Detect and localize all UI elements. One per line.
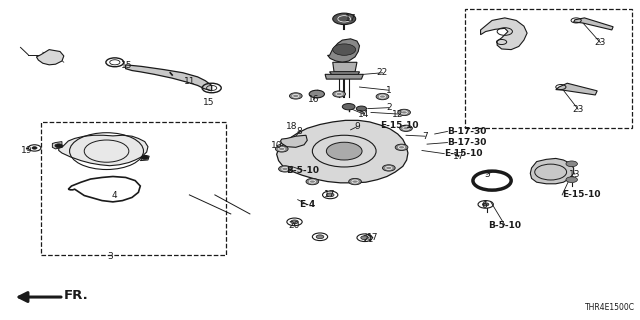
Text: 11: 11: [184, 77, 195, 86]
Circle shape: [333, 44, 356, 55]
Text: FR.: FR.: [64, 289, 88, 302]
Text: B-5-10: B-5-10: [285, 166, 319, 175]
Text: 23: 23: [572, 105, 584, 114]
Circle shape: [333, 13, 356, 25]
Circle shape: [32, 147, 37, 149]
Polygon shape: [59, 135, 148, 166]
Bar: [465, 9, 632, 128]
Text: E-15-10: E-15-10: [562, 190, 601, 199]
Text: 10: 10: [271, 141, 282, 150]
Bar: [41, 122, 226, 255]
Text: 21: 21: [362, 235, 374, 244]
Circle shape: [566, 177, 577, 182]
Text: 18: 18: [285, 122, 297, 131]
Text: 1: 1: [386, 86, 392, 95]
Circle shape: [306, 178, 319, 185]
Circle shape: [316, 235, 324, 239]
Text: 17: 17: [345, 14, 356, 23]
Circle shape: [483, 203, 489, 206]
Text: 15: 15: [120, 61, 132, 70]
Text: 15: 15: [204, 99, 215, 108]
Text: 16: 16: [308, 95, 319, 104]
Text: 14: 14: [358, 109, 369, 118]
Circle shape: [278, 166, 291, 172]
Text: 17: 17: [453, 152, 465, 161]
Text: 22: 22: [377, 68, 388, 77]
Circle shape: [141, 156, 148, 159]
Polygon shape: [276, 120, 408, 183]
Circle shape: [326, 142, 362, 160]
Text: 3: 3: [107, 252, 113, 261]
Text: 20: 20: [289, 220, 300, 229]
Polygon shape: [556, 83, 597, 95]
Polygon shape: [330, 72, 360, 74]
Text: E-15-10: E-15-10: [444, 149, 483, 158]
Polygon shape: [481, 18, 527, 50]
Text: B-5-10: B-5-10: [488, 220, 522, 229]
Polygon shape: [328, 39, 360, 62]
Text: B-17-30: B-17-30: [447, 127, 487, 136]
Polygon shape: [280, 135, 307, 147]
Polygon shape: [36, 50, 64, 65]
Text: 12: 12: [392, 109, 403, 118]
Circle shape: [397, 109, 410, 116]
Text: 13: 13: [569, 170, 580, 179]
Text: 2: 2: [386, 103, 392, 112]
Text: E-4: E-4: [299, 200, 316, 209]
Polygon shape: [333, 62, 357, 72]
Text: 6: 6: [481, 202, 487, 211]
Text: 8: 8: [297, 127, 303, 136]
Circle shape: [383, 165, 395, 171]
Circle shape: [309, 90, 324, 98]
Text: 9: 9: [354, 122, 360, 131]
Text: 17: 17: [367, 233, 379, 242]
Polygon shape: [531, 158, 573, 184]
Text: 17: 17: [324, 190, 336, 199]
Text: B-17-30: B-17-30: [447, 138, 487, 147]
Circle shape: [395, 144, 408, 150]
Polygon shape: [125, 65, 212, 91]
Circle shape: [275, 146, 288, 152]
Text: 5: 5: [484, 170, 490, 179]
Text: 7: 7: [422, 132, 428, 141]
Circle shape: [55, 144, 63, 148]
Circle shape: [326, 193, 334, 197]
Circle shape: [291, 220, 298, 224]
Polygon shape: [573, 18, 613, 30]
Circle shape: [289, 93, 302, 99]
Circle shape: [566, 161, 577, 167]
Polygon shape: [140, 155, 149, 161]
Text: 4: 4: [112, 191, 118, 200]
Text: 19: 19: [21, 146, 33, 155]
Circle shape: [356, 106, 367, 111]
Polygon shape: [325, 74, 364, 79]
Text: E-15-10: E-15-10: [381, 121, 419, 130]
Circle shape: [399, 125, 412, 132]
Circle shape: [349, 178, 362, 185]
Circle shape: [333, 91, 346, 97]
Circle shape: [342, 104, 355, 110]
Text: 23: 23: [595, 38, 606, 47]
Text: THR4E1500C: THR4E1500C: [586, 303, 636, 312]
Polygon shape: [52, 142, 62, 149]
Circle shape: [376, 93, 389, 100]
Circle shape: [361, 236, 369, 240]
